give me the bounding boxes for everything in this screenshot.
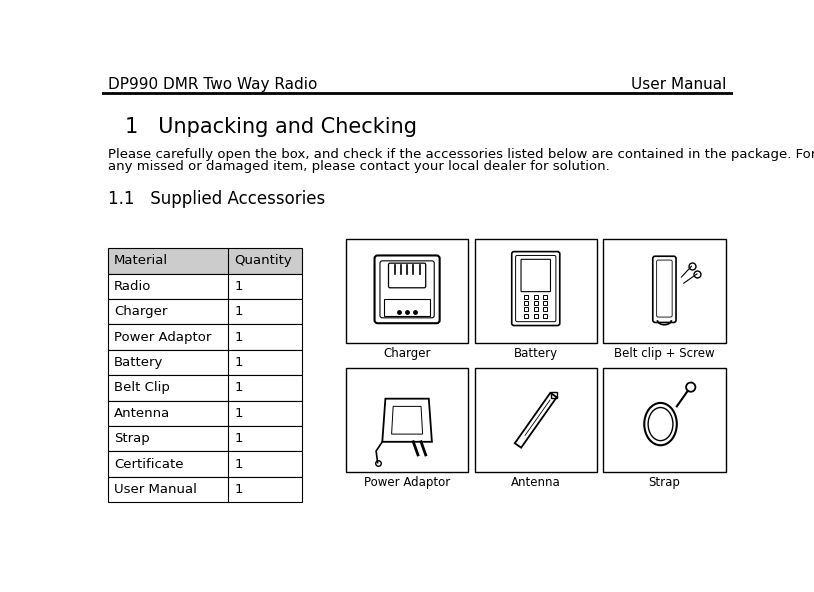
Bar	[108, 477, 302, 502]
Text: any missed or damaged item, please contact your local dealer for solution.: any missed or damaged item, please conta…	[108, 160, 610, 173]
Text: 1: 1	[234, 330, 243, 343]
Text: Belt Clip: Belt Clip	[114, 381, 170, 394]
Text: Antenna: Antenna	[114, 407, 170, 420]
Text: Please carefully open the box, and check if the accessories listed below are con: Please carefully open the box, and check…	[108, 148, 814, 161]
Bar	[108, 248, 302, 274]
Text: Radio: Radio	[114, 280, 151, 293]
Text: Strap: Strap	[649, 476, 681, 489]
Ellipse shape	[648, 407, 673, 440]
Bar	[108, 274, 302, 299]
Text: Power Adaptor: Power Adaptor	[114, 330, 212, 343]
Text: 1   Unpacking and Checking: 1 Unpacking and Checking	[125, 117, 417, 137]
Bar	[108, 375, 302, 401]
Text: 1: 1	[234, 458, 243, 471]
Text: 1: 1	[234, 305, 243, 318]
Bar	[108, 350, 302, 375]
Text: Quantity: Quantity	[234, 255, 292, 268]
Text: Battery: Battery	[514, 347, 558, 360]
Text: Battery: Battery	[114, 356, 164, 369]
Text: 1: 1	[234, 483, 243, 496]
Bar	[475, 239, 597, 343]
Text: 1: 1	[234, 381, 243, 394]
Text: DP990 DMR Two Way Radio: DP990 DMR Two Way Radio	[108, 77, 317, 92]
Text: Charger: Charger	[114, 305, 168, 318]
Bar	[346, 368, 468, 472]
Bar	[108, 299, 302, 324]
Bar	[108, 426, 302, 452]
Text: Belt clip + Screw: Belt clip + Screw	[614, 347, 715, 360]
Text: Strap: Strap	[114, 432, 150, 445]
Text: 1.1   Supplied Accessories: 1.1 Supplied Accessories	[108, 191, 326, 208]
Text: Certificate: Certificate	[114, 458, 184, 471]
Text: User Manual: User Manual	[114, 483, 197, 496]
Text: 1: 1	[234, 407, 243, 420]
Text: 1: 1	[234, 432, 243, 445]
Text: Material: Material	[114, 255, 168, 268]
Text: User Manual: User Manual	[631, 77, 726, 92]
Text: 1: 1	[234, 280, 243, 293]
Bar	[108, 324, 302, 350]
Bar	[108, 401, 302, 426]
Bar	[346, 239, 468, 343]
Bar	[475, 368, 597, 472]
Bar	[384, 298, 431, 316]
Bar	[603, 368, 725, 472]
Text: Antenna: Antenna	[511, 476, 561, 489]
Text: Charger: Charger	[383, 347, 431, 360]
Text: Power Adaptor: Power Adaptor	[364, 476, 450, 489]
Text: 1: 1	[234, 356, 243, 369]
Bar	[108, 452, 302, 477]
Bar	[603, 239, 725, 343]
